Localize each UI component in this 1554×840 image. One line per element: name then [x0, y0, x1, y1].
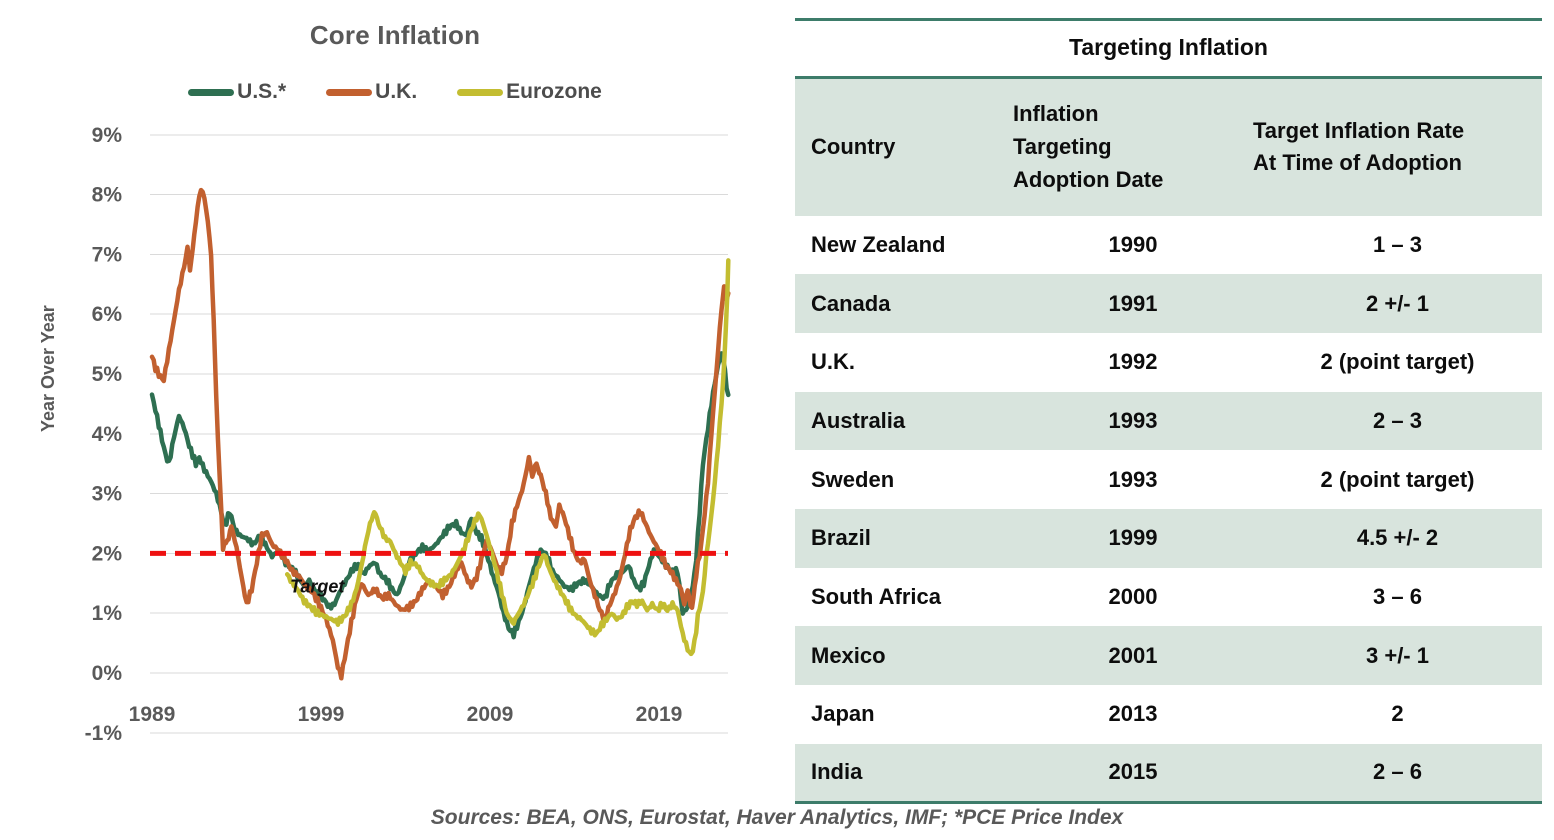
y-tick-label: 0% [92, 662, 123, 685]
adoption-date-cell: 2001 [1108, 642, 1158, 668]
table-row: U.K. 1992 2 (point target) [795, 333, 1542, 392]
legend-label-eurozone: Eurozone [506, 80, 602, 103]
x-tick-label: 1999 [298, 703, 345, 726]
target-rate-cell: 2 (point target) [1320, 466, 1475, 492]
adoption-date-cell: 2015 [1108, 759, 1158, 785]
adoption-date-cell: 2013 [1108, 701, 1158, 727]
country-cell: U.K. [811, 349, 855, 375]
x-tick-label: 1989 [129, 703, 176, 726]
y-tick-label: 2% [92, 542, 123, 565]
country-cell: Brazil [811, 525, 871, 551]
legend-item-uk: U.K. [326, 80, 417, 104]
adoption-date-cell: 1991 [1108, 290, 1158, 316]
adoption-date-cell: 1990 [1108, 231, 1158, 257]
y-tick-label: 9% [92, 124, 123, 147]
table-row: Australia 1993 2 – 3 [795, 391, 1542, 451]
adoption-date-cell: 1993 [1108, 466, 1158, 492]
table-title: Targeting Inflation [1069, 34, 1268, 60]
uk-line-swatch-icon [326, 88, 373, 96]
country-cell: New Zealand [811, 231, 946, 257]
y-tick-label: 6% [92, 303, 123, 326]
table-row: Sweden 1993 2 (point target) [795, 450, 1542, 509]
target-rate-cell: 1 – 3 [1373, 231, 1422, 257]
y-tick-label: 7% [92, 243, 123, 266]
y-tick-label: 8% [92, 184, 123, 207]
targeting-inflation-table-panel: Targeting Inflation Country Inflation Ta… [795, 18, 1542, 804]
country-cell: Canada [811, 290, 891, 316]
adoption-date-cell: 1992 [1108, 349, 1158, 375]
target-rate-cell: 2 – 6 [1373, 759, 1422, 785]
table-row: Brazil 1999 4.5 +/- 2 [795, 508, 1542, 568]
uk-series-line [149, 187, 731, 681]
table-row: India 2015 2 – 6 [795, 743, 1542, 803]
x-tick-label: 2019 [636, 703, 683, 726]
column-header-country: Country [795, 77, 1013, 216]
table-header: Country Inflation Targeting Adoption Dat… [795, 77, 1542, 216]
adoption-date-cell: 1993 [1108, 407, 1158, 433]
legend-label-us: U.S.* [237, 80, 287, 103]
core-inflation-chart: 9% 8% 7% 6% 5% 4% 3% 2% 1% 0% -1% 1989 1999 2009 2019 T… [85, 124, 731, 745]
legend-label-uk: U.K. [375, 80, 418, 103]
target-rate-cell: 3 – 6 [1373, 583, 1422, 609]
legend-item-us: U.S.* [188, 80, 286, 104]
table-row: Mexico 2001 3 +/- 1 [795, 626, 1542, 685]
y-axis-title: Year Over Year [38, 305, 58, 432]
table-row: Canada 1991 2 +/- 1 [795, 274, 1542, 333]
adoption-date-cell: 1999 [1108, 525, 1158, 551]
target-rate-cell: 4.5 +/- 2 [1356, 525, 1439, 551]
us-series-line [149, 351, 731, 640]
target-label: Target [290, 576, 345, 596]
y-tick-label: 5% [92, 363, 123, 386]
y-tick-label: -1% [85, 722, 123, 745]
adoption-date-cell: 2000 [1108, 583, 1158, 609]
eurozone-line-swatch-icon [457, 88, 504, 96]
chart-title: Core Inflation [309, 20, 481, 50]
column-header-adoption-date: Inflation Targeting Adoption Date [1013, 77, 1253, 216]
table-body: New Zealand 1990 1 – 3 Canada 1991 2 +/- 1 U.K… [795, 216, 1542, 803]
target-rate-cell: 2 – 3 [1373, 407, 1422, 433]
country-cell: South Africa [811, 583, 941, 609]
target-rate-cell: 2 +/- 1 [1366, 290, 1429, 316]
country-cell: Australia [811, 407, 906, 433]
target-rate-cell: 3 +/- 1 [1366, 642, 1429, 668]
core-inflation-chart-panel: 9% 8% 7% 6% 5% 4% 3% 2% 1% 0% -1% 1989 1999 2009 2019 T… [0, 0, 775, 840]
country-cell: India [811, 759, 863, 785]
eurozone-series-line [284, 258, 731, 657]
table-row: New Zealand 1990 1 – 3 [795, 216, 1542, 275]
table-row: South Africa 2000 3 – 6 [795, 568, 1542, 627]
y-tick-label: 4% [92, 423, 123, 446]
x-tick-label: 2009 [467, 703, 514, 726]
column-header-target-rate: Target Inflation Rate At Time of Adoptio… [1253, 77, 1542, 216]
sources-note: Sources: BEA, ONS, Eurostat, Haver Analy… [430, 806, 1124, 829]
target-rate-cell: 2 (point target) [1320, 349, 1475, 375]
table-row: Japan 2013 2 [795, 685, 1542, 744]
y-tick-label: 1% [92, 602, 123, 625]
country-cell: Mexico [811, 642, 886, 668]
table-header-row: Country Inflation Targeting Adoption Dat… [795, 77, 1542, 216]
y-tick-label: 3% [92, 483, 123, 506]
target-rate-cell: 2 [1391, 701, 1404, 727]
country-cell: Sweden [811, 466, 895, 492]
legend-item-eurozone: Eurozone [457, 80, 602, 104]
targeting-inflation-table: Country Inflation Targeting Adoption Dat… [795, 76, 1542, 804]
chart-legend: U.S.* U.K. Eurozone [10, 80, 780, 104]
country-cell: Japan [811, 701, 875, 727]
us-line-swatch-icon [188, 88, 235, 96]
